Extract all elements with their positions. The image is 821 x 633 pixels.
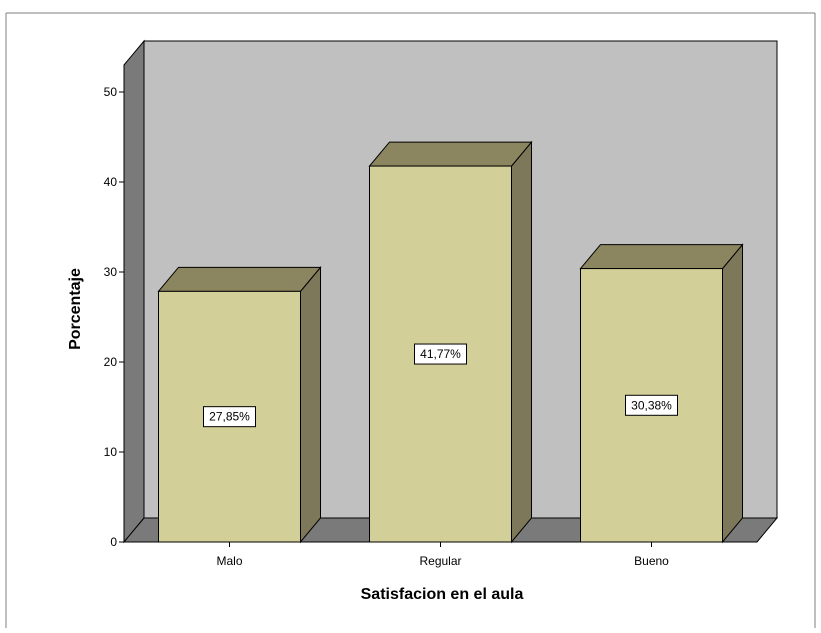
y-axis-label: Porcentaje <box>67 268 84 350</box>
y-tick-label: 30 <box>104 265 118 279</box>
x-tick-label: Bueno <box>634 554 669 568</box>
y-tick-label: 40 <box>104 175 118 189</box>
bar-side <box>300 265 321 544</box>
bar-top <box>368 141 533 167</box>
x-axis-label: Satisfacion en el aula <box>361 586 524 603</box>
bar-bueno: 30,38% <box>579 243 744 544</box>
data-label: 41,77% <box>420 347 461 361</box>
bar-malo: 27,85% <box>157 265 322 544</box>
y-tick-label: 0 <box>110 535 117 549</box>
x-tick-label: Malo <box>216 554 242 568</box>
bar-top <box>157 266 322 292</box>
bar-regular: 41,77% <box>368 140 533 544</box>
data-label-box <box>203 406 256 428</box>
data-label-box <box>625 394 678 416</box>
side-wall <box>123 39 145 544</box>
bars-group: 27,85% 41,77% 30,38% <box>157 140 744 544</box>
x-tick-label: Regular <box>419 554 461 568</box>
y-tick-label: 10 <box>104 445 118 459</box>
data-label-box <box>414 343 467 365</box>
y-tick-label: 50 <box>104 85 118 99</box>
bar-side <box>722 243 743 544</box>
y-axis: 0 10 20 30 40 50 <box>104 65 125 549</box>
bar-side <box>511 140 532 544</box>
y-tick-label: 20 <box>104 355 118 369</box>
x-axis: Malo Regular Bueno <box>124 541 757 568</box>
bar-top <box>579 244 744 270</box>
data-label: 30,38% <box>631 398 672 412</box>
data-label: 27,85% <box>209 410 250 424</box>
